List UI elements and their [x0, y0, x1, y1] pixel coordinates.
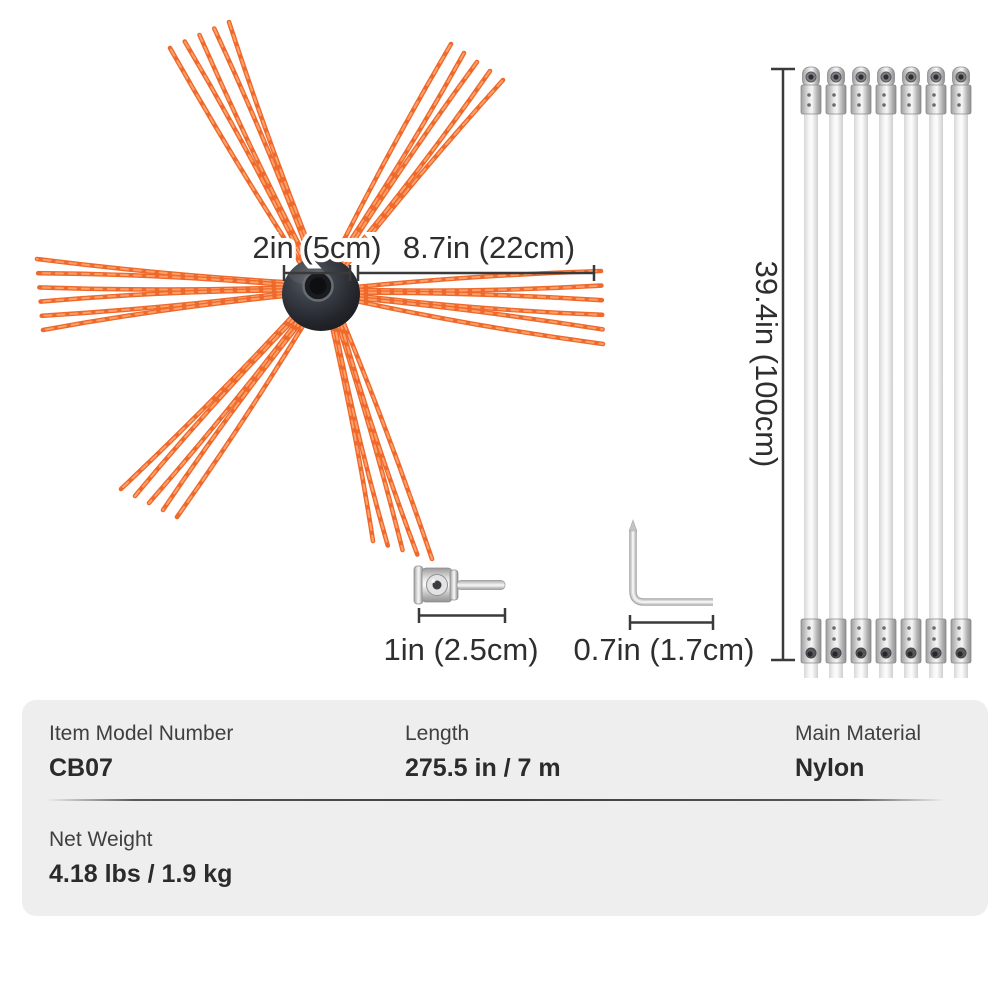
rod-length-label: 39.4in (100cm) [749, 261, 784, 468]
spec-label: Item Model Number [49, 722, 234, 745]
adapter-dimension-annotation [417, 608, 507, 623]
spec-net-weight: Net Weight 4.18 lbs / 1.9 kg [49, 828, 232, 889]
extension-rod [800, 66, 822, 678]
spec-item-model-number: Item Model Number CB07 [49, 722, 233, 783]
brush-bristles-graphic [34, 19, 606, 562]
drill-adapter-graphic [413, 565, 506, 605]
spec-divider [46, 799, 944, 801]
extension-rod [850, 66, 872, 678]
spec-label: Main Material [795, 722, 922, 745]
extension-rod [950, 66, 972, 678]
extension-rod [875, 66, 897, 678]
hub-diameter-label: 2in (5cm) [252, 230, 381, 265]
spec-panel: Item Model Number CB07 Length 275.5 in /… [22, 700, 988, 916]
extension-rods-graphic [800, 66, 972, 678]
brush-dimension-annotation [282, 265, 596, 281]
extension-rod [900, 66, 922, 678]
spec-value: 4.18 lbs / 1.9 kg [49, 860, 233, 889]
spec-main-material: Main Material Nylon [795, 722, 921, 783]
adapter-length-label: 1in (2.5cm) [383, 632, 538, 667]
hex-wrench-graphic [628, 519, 713, 606]
spec-label: Net Weight [49, 828, 153, 851]
hex-key-length-label: 0.7in (1.7cm) [574, 632, 755, 667]
extension-rod [925, 66, 947, 678]
spec-value: 275.5 in / 7 m [405, 754, 561, 783]
extension-rod [825, 66, 847, 678]
bristle-length-label: 8.7in (22cm) [403, 230, 575, 265]
spec-value: Nylon [795, 754, 865, 783]
rod-dimension-annotation [771, 67, 795, 662]
spec-value: CB07 [49, 754, 113, 783]
brush-hub-graphic [282, 257, 360, 331]
spec-length: Length 275.5 in / 7 m [405, 722, 561, 783]
hex-dimension-annotation [628, 615, 715, 630]
spec-label: Length [405, 722, 470, 745]
